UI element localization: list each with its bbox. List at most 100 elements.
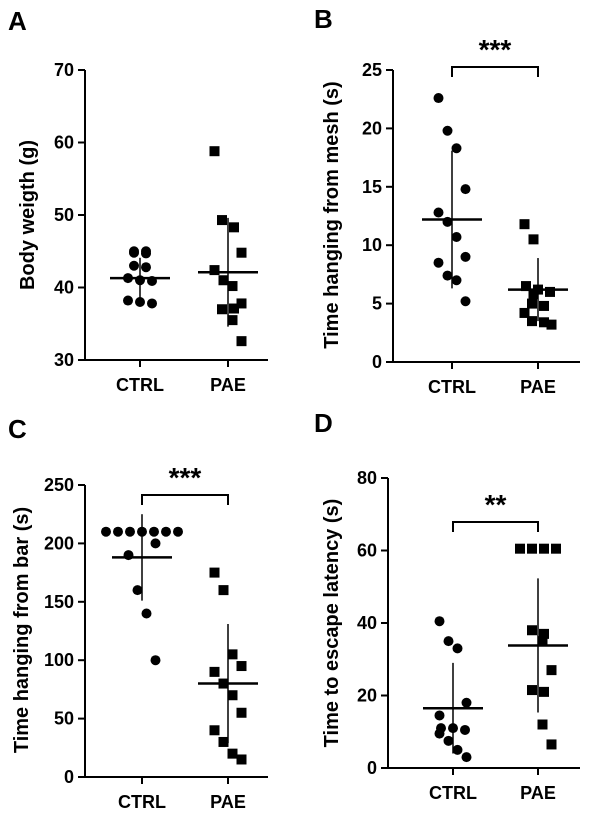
significance-label: **	[485, 489, 507, 520]
y-tick-label: 5	[372, 294, 382, 314]
series-pae	[508, 543, 568, 750]
data-point	[141, 248, 151, 259]
y-tick-label: 30	[54, 350, 74, 370]
data-point	[129, 260, 139, 271]
series-ctrl	[422, 93, 482, 307]
data-point	[217, 304, 227, 315]
y-tick-label: 10	[362, 235, 382, 255]
data-point	[460, 724, 470, 735]
y-tick-label: 20	[362, 118, 382, 138]
data-point	[227, 281, 238, 292]
data-point	[229, 303, 239, 314]
data-point	[236, 661, 247, 672]
panel-b: B 0 5 10 15 20 25 CTRL PAE Time hanging from mesh…	[314, 4, 580, 397]
data-point	[236, 336, 247, 347]
data-point	[519, 219, 530, 230]
data-point	[113, 526, 123, 537]
data-point	[433, 257, 444, 268]
data-point	[149, 526, 159, 537]
data-point	[461, 752, 472, 763]
data-point	[551, 543, 561, 554]
data-point	[209, 265, 220, 276]
data-point	[460, 251, 471, 262]
significance-label: ***	[169, 462, 202, 493]
x-tick-label: CTRL	[429, 783, 477, 803]
data-point	[539, 686, 549, 697]
data-point	[461, 697, 472, 708]
panel-label: C	[8, 414, 27, 444]
data-point	[442, 125, 453, 136]
data-point	[460, 296, 471, 307]
data-point	[129, 247, 139, 258]
y-tick-label: 80	[357, 468, 377, 488]
y-tick-label: 60	[357, 541, 377, 561]
data-point	[209, 725, 220, 736]
y-tick-label: 200	[44, 533, 74, 553]
data-point	[434, 616, 445, 627]
panel-label: B	[314, 4, 333, 34]
data-point	[527, 685, 537, 696]
data-point	[132, 585, 143, 596]
significance-bracket	[141, 494, 229, 505]
x-tick-label: PAE	[210, 792, 246, 812]
y-axis-label: Body weigth (g)	[17, 140, 39, 290]
data-point	[521, 281, 531, 292]
x-tick-label: CTRL	[428, 377, 476, 397]
y-tick-label: 250	[44, 475, 74, 495]
significance-bracket	[452, 521, 539, 532]
data-point	[229, 222, 239, 233]
data-point	[528, 289, 539, 300]
panel-c: C 0 50 100 150 200 250 CTRL PAE Time hanging from…	[8, 414, 268, 812]
data-point	[460, 184, 471, 195]
data-point	[443, 636, 454, 647]
data-point	[227, 315, 238, 326]
data-point	[539, 543, 549, 554]
data-point	[433, 207, 444, 218]
data-point	[433, 93, 444, 104]
data-point	[227, 690, 238, 701]
y-tick-label: 40	[357, 613, 377, 633]
data-point	[209, 146, 220, 157]
data-point	[135, 297, 145, 307]
y-tick-label: 0	[367, 758, 377, 778]
data-point	[527, 298, 537, 309]
data-point	[218, 275, 229, 286]
data-point	[443, 735, 454, 746]
y-tick-label: 0	[372, 352, 382, 372]
y-tick-label: 20	[357, 686, 377, 706]
significance-bracket	[451, 66, 539, 77]
x-tick-label: PAE	[520, 377, 556, 397]
panel-label: A	[8, 6, 27, 36]
data-point	[141, 608, 152, 619]
data-point	[527, 316, 537, 327]
data-point	[451, 143, 462, 154]
data-point	[515, 543, 525, 554]
x-tick-label: CTRL	[118, 792, 166, 812]
series-ctrl	[101, 514, 183, 666]
data-point	[539, 628, 549, 639]
data-point	[527, 625, 537, 636]
data-point	[451, 275, 462, 286]
y-tick-label: 50	[54, 709, 74, 729]
y-axis-label: Time to escape latency (s)	[321, 499, 343, 748]
data-point	[227, 649, 238, 660]
data-point	[545, 286, 555, 297]
data-point	[101, 526, 111, 537]
data-point	[209, 567, 220, 578]
series-pae	[198, 567, 258, 765]
data-point	[546, 319, 557, 330]
data-point	[218, 736, 229, 747]
data-point	[236, 754, 247, 765]
y-axis-label: Time hanging from mesh (s)	[321, 81, 343, 348]
data-point	[527, 543, 537, 554]
data-point	[537, 719, 548, 730]
data-point	[123, 295, 133, 306]
data-point	[434, 728, 445, 739]
panel-a: A 30 40 50 60 70 CTRL PAE Body weigth (g)	[8, 6, 268, 395]
data-point	[519, 307, 530, 318]
y-tick-label: 70	[54, 60, 74, 80]
panel-label: D	[314, 408, 333, 438]
data-point	[452, 643, 463, 654]
data-point	[546, 739, 557, 750]
data-point	[539, 300, 549, 311]
